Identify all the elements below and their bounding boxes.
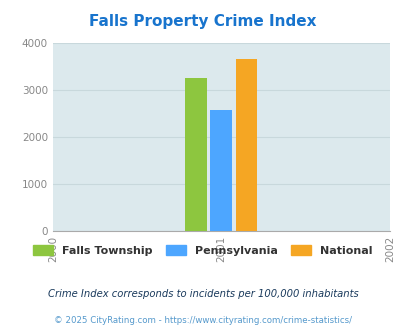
Text: © 2025 CityRating.com - https://www.cityrating.com/crime-statistics/: © 2025 CityRating.com - https://www.city… bbox=[54, 315, 351, 325]
Bar bbox=[185, 78, 207, 231]
Legend: Falls Township, Pennsylvania, National: Falls Township, Pennsylvania, National bbox=[29, 241, 376, 260]
Text: Falls Property Crime Index: Falls Property Crime Index bbox=[89, 14, 316, 29]
Bar bbox=[210, 110, 232, 231]
Text: Crime Index corresponds to incidents per 100,000 inhabitants: Crime Index corresponds to incidents per… bbox=[47, 289, 358, 299]
Bar bbox=[235, 59, 257, 231]
